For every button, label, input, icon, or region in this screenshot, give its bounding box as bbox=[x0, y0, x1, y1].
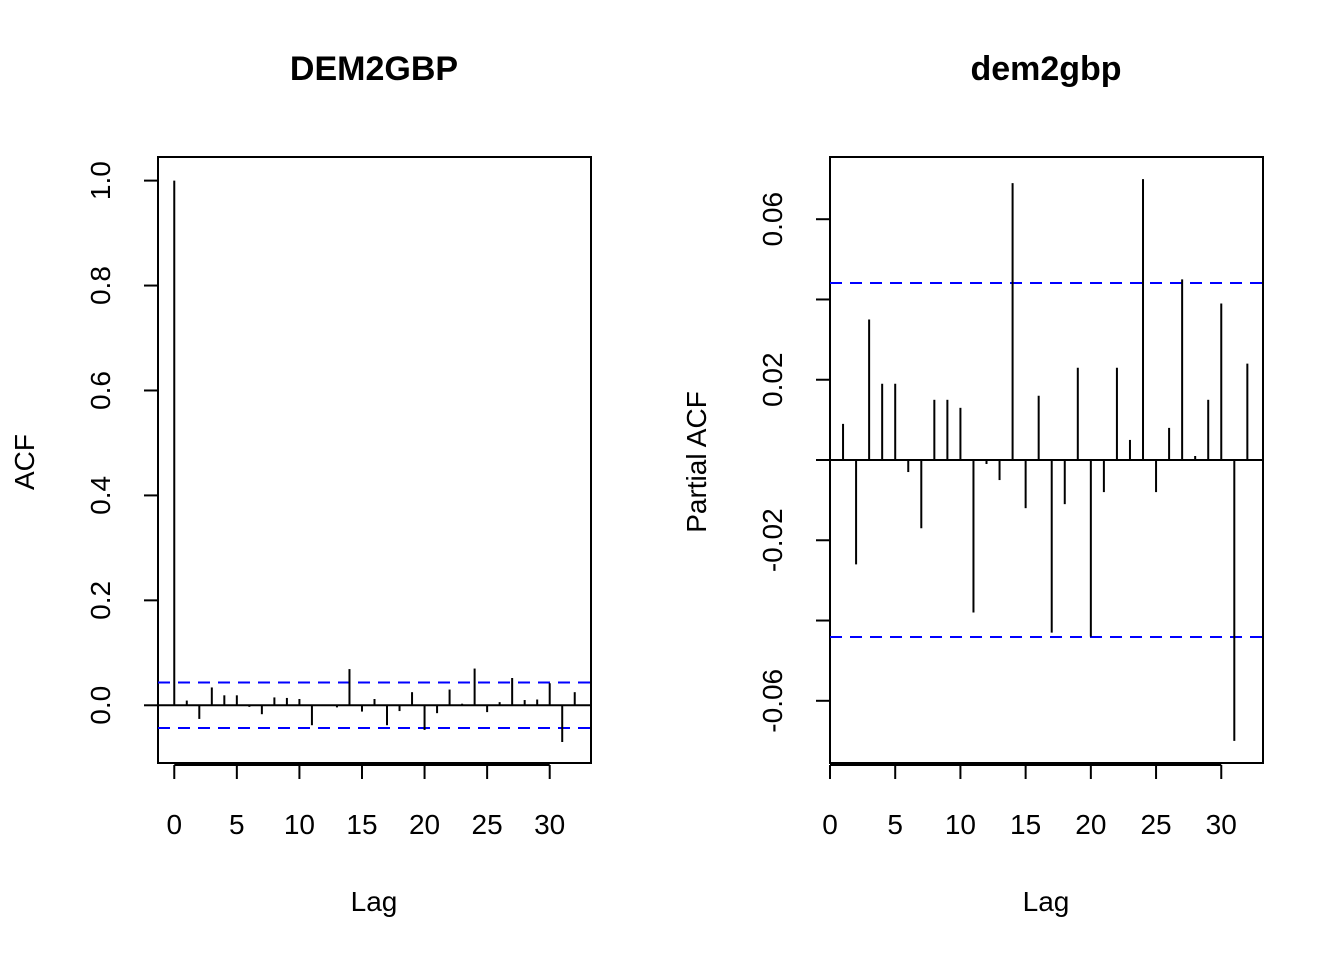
pacf-x-tick-label: 5 bbox=[887, 809, 903, 840]
pacf-x-tick-label: 25 bbox=[1140, 809, 1171, 840]
pacf-y-tick-label: 0.06 bbox=[757, 192, 788, 247]
acf-y-tick-label: 0.8 bbox=[85, 266, 116, 305]
pacf-x-tick-label: 10 bbox=[945, 809, 976, 840]
pacf-x-tick-label: 30 bbox=[1206, 809, 1237, 840]
acf-x-tick-label: 0 bbox=[166, 809, 182, 840]
pacf-plot-area: 0 5 10 15 20 25 30 -0.06 -0.02 0.02 0.06 bbox=[757, 179, 1263, 840]
acf-y-tick-label: 0.4 bbox=[85, 476, 116, 515]
acf-x-axis-label: Lag bbox=[351, 886, 398, 917]
acf-plot-frame bbox=[157, 156, 592, 764]
acf-chart-title: DEM2GBP bbox=[290, 50, 458, 88]
acf-x-tick-label: 10 bbox=[284, 809, 315, 840]
acf-x-tick-label: 15 bbox=[346, 809, 377, 840]
pacf-x-tick-label: 20 bbox=[1075, 809, 1106, 840]
acf-y-tick-label: 0.0 bbox=[85, 686, 116, 725]
pacf-x-tick-label: 0 bbox=[822, 809, 838, 840]
acf-y-tick-label: 0.6 bbox=[85, 371, 116, 410]
pacf-panel: dem2gbp Lag Partial ACF 0 5 10 15 20 25 30 -0.0… bbox=[681, 50, 1264, 917]
pacf-y-tick-label: -0.06 bbox=[757, 669, 788, 733]
acf-y-tick-label: 0.2 bbox=[85, 581, 116, 620]
acf-y-axis-label: ACF bbox=[9, 434, 40, 490]
acf-x-tick-label: 20 bbox=[409, 809, 440, 840]
acf-x-tick-label: 25 bbox=[472, 809, 503, 840]
pacf-x-tick-label: 15 bbox=[1010, 809, 1041, 840]
acf-x-tick-label: 30 bbox=[534, 809, 565, 840]
pacf-chart-title: dem2gbp bbox=[970, 50, 1121, 88]
acf-plot-area: 0 5 10 15 20 25 30 0.0 0.2 0.4 0.6 0.8 1.0 bbox=[85, 161, 591, 840]
acf-panel: DEM2GBP Lag ACF 0 5 10 15 20 25 30 0.0 0.2 0.4 0.6… bbox=[9, 50, 592, 917]
acf-x-tick-label: 5 bbox=[229, 809, 245, 840]
pacf-x-axis-label: Lag bbox=[1023, 886, 1070, 917]
pacf-y-tick-label: -0.02 bbox=[757, 508, 788, 572]
pacf-y-tick-label: 0.02 bbox=[757, 352, 788, 407]
pacf-y-axis-label: Partial ACF bbox=[681, 391, 712, 533]
acf-y-tick-label: 1.0 bbox=[85, 161, 116, 200]
